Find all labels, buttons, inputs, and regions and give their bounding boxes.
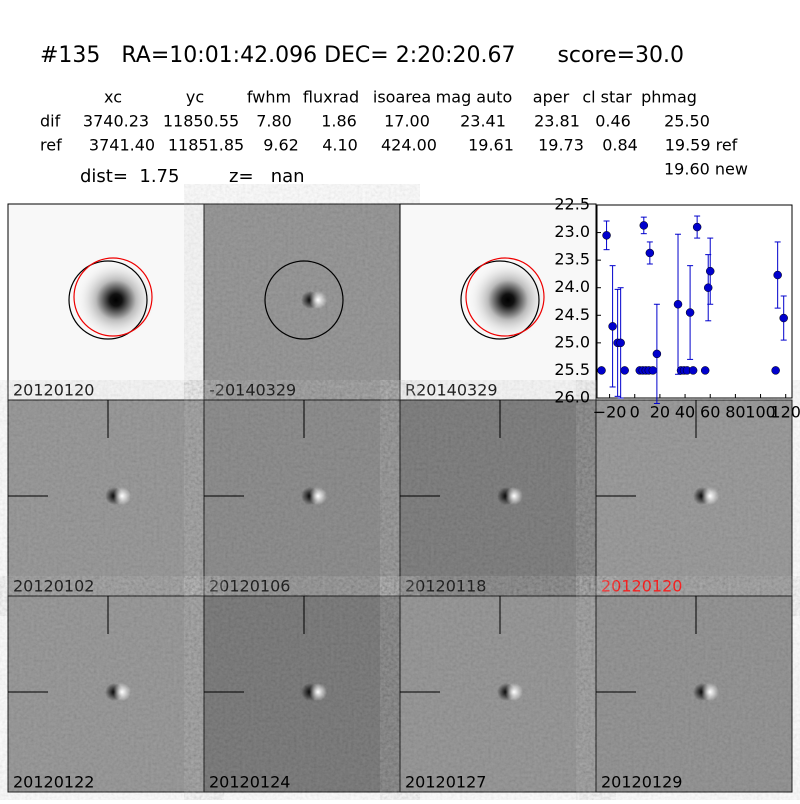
y-tick-label: 25.0 xyxy=(554,332,590,351)
point xyxy=(688,366,698,375)
column-header: isoarea xyxy=(373,88,431,107)
y-tick-label: 23.5 xyxy=(554,250,590,269)
column-header: phmag xyxy=(641,88,697,107)
source xyxy=(468,260,548,340)
point xyxy=(602,231,611,240)
residual-bright xyxy=(113,683,131,701)
dist: dist= 1.75 xyxy=(80,166,179,187)
plot-area xyxy=(596,204,793,399)
column-header: fluxrad xyxy=(303,88,359,107)
title: #135 RA=10:01:42.096 DEC= 2:20:20.67 sco… xyxy=(40,43,684,68)
column-header: fwhm xyxy=(247,88,291,107)
column-header: aper xyxy=(533,88,570,107)
residual-bright xyxy=(309,291,327,309)
cell: 3741.40 xyxy=(89,136,155,155)
point xyxy=(639,221,649,230)
row-label: dif xyxy=(40,112,61,131)
column-header: yc xyxy=(186,88,204,107)
source xyxy=(76,260,156,340)
point xyxy=(692,222,702,232)
y-tick-label: 23.0 xyxy=(554,222,590,241)
cell: 19.73 xyxy=(538,136,584,155)
point xyxy=(779,313,788,323)
y-tick-label: 24.5 xyxy=(554,305,590,324)
aperture-ref xyxy=(73,257,153,337)
x-tick-label: 100 xyxy=(745,403,776,422)
aperture xyxy=(460,260,540,340)
residual-bright xyxy=(701,683,719,701)
point xyxy=(705,266,715,276)
cell: 9.62 xyxy=(263,136,299,155)
stamp-label: 20120122 xyxy=(13,773,94,792)
cell: 11850.55 xyxy=(163,112,239,131)
stamps: 20120120 -20140329 R20140329 20120102 201201… xyxy=(7,203,793,793)
extra-phmag: 19.60 new xyxy=(664,160,748,179)
point xyxy=(620,366,629,375)
cell: 23.81 xyxy=(534,112,580,131)
cell: 3740.23 xyxy=(83,112,149,131)
cell: 23.41 xyxy=(460,112,506,131)
cell: 7.80 xyxy=(256,112,292,131)
residual-bright xyxy=(505,683,523,701)
point xyxy=(773,270,782,280)
x-tick-label: 20 xyxy=(650,403,670,422)
point xyxy=(597,366,606,375)
stamp-label: 20120120 xyxy=(601,577,682,596)
aperture xyxy=(264,260,344,340)
residual-bright xyxy=(505,487,523,505)
y-tick-label: 24.0 xyxy=(554,277,590,296)
x-tick-label: −20 xyxy=(593,403,627,422)
cell: 11851.85 xyxy=(168,136,244,155)
plot: 22.5 23.0 23.5 24.0 24.5 25.0 25.5 26.0−20 0 20 40… xyxy=(554,195,800,422)
stamp-label: 20120106 xyxy=(209,577,290,596)
aperture xyxy=(68,260,148,340)
residual-bright xyxy=(309,487,327,505)
point xyxy=(700,366,710,375)
cell: 25.50 xyxy=(664,112,710,131)
stamp-label: -20140329 xyxy=(209,381,296,400)
cell: 0.46 xyxy=(595,112,631,131)
column-header: cl star xyxy=(582,88,632,107)
residual-bright xyxy=(701,487,719,505)
stamp-label: 20120124 xyxy=(209,773,290,792)
point xyxy=(652,349,662,359)
cell: 4.10 xyxy=(322,136,358,155)
column-header: xc xyxy=(104,88,122,107)
stamp-label: 20120127 xyxy=(405,773,486,792)
cell: 19.61 xyxy=(468,136,514,155)
stamp-label: 20120129 xyxy=(601,773,682,792)
z: z= nan xyxy=(229,166,305,187)
aperture-ref xyxy=(465,257,545,337)
column-header: mag auto xyxy=(436,88,513,107)
y-tick-label: 26.0 xyxy=(554,388,590,407)
stamp-label: R20140329 xyxy=(405,381,498,400)
row-label: ref xyxy=(40,136,62,155)
cell: 17.00 xyxy=(384,112,430,131)
point xyxy=(648,366,658,375)
residual-bright xyxy=(113,487,131,505)
cell: 19.59 ref xyxy=(665,136,738,155)
point xyxy=(608,322,617,331)
point xyxy=(703,283,713,292)
point xyxy=(645,248,655,258)
y-tick-label: 22.5 xyxy=(554,195,590,214)
x-tick-label: 0 xyxy=(630,403,640,422)
point xyxy=(771,366,780,375)
stamp-label: 20120120 xyxy=(13,381,94,400)
x-tick-label: 120 xyxy=(770,403,800,422)
cell: 0.84 xyxy=(602,136,638,155)
y-tick-label: 25.5 xyxy=(554,360,590,379)
point xyxy=(685,308,695,317)
x-tick-label: 60 xyxy=(700,403,720,422)
point xyxy=(673,300,683,309)
x-tick-label: 40 xyxy=(675,403,695,422)
cell: 1.86 xyxy=(321,112,357,131)
stamp-label: 20120102 xyxy=(13,577,94,596)
stamp-label: 20120118 xyxy=(405,577,486,596)
cell: 424.00 xyxy=(381,136,437,155)
point xyxy=(616,338,625,348)
x-tick-label: 80 xyxy=(725,403,745,422)
residual-bright xyxy=(309,683,327,701)
